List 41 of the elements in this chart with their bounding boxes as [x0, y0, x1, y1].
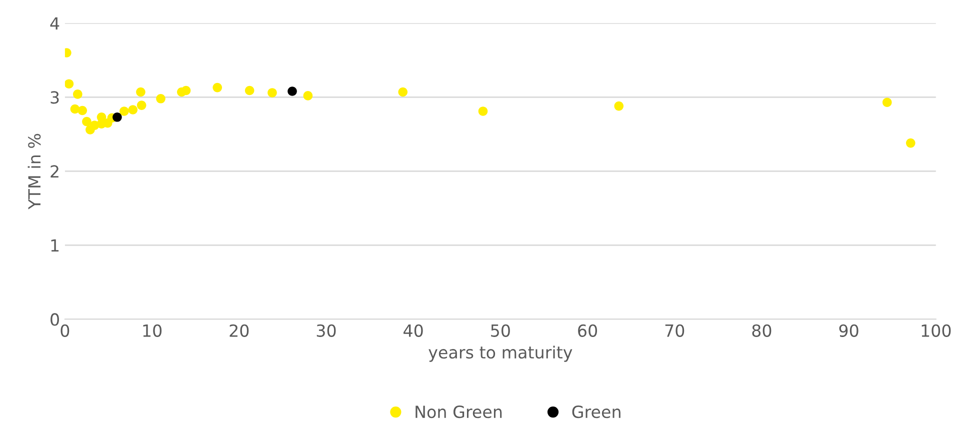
x-tick-label: 90	[839, 324, 858, 337]
point	[112, 112, 122, 122]
point	[78, 106, 88, 116]
point	[136, 100, 146, 110]
x-axis-title: years to maturity	[428, 346, 572, 362]
point	[82, 116, 92, 126]
x-tick-label: 30	[316, 324, 336, 337]
point	[73, 90, 82, 99]
x-tick-label: 60	[578, 324, 598, 337]
point	[181, 86, 191, 96]
x-tick-label: 0	[60, 324, 70, 337]
x-tick-label: 40	[404, 324, 423, 337]
point	[156, 94, 166, 104]
point	[128, 105, 138, 114]
point	[136, 87, 146, 97]
point	[398, 87, 408, 97]
point	[120, 106, 129, 116]
point	[244, 86, 254, 96]
point	[288, 86, 297, 96]
point	[303, 91, 313, 100]
point	[212, 82, 222, 92]
y-axis-title: YTM in %	[28, 134, 41, 210]
legend-label: Green	[572, 406, 620, 418]
point	[614, 101, 624, 111]
point	[268, 88, 277, 98]
x-tick-label: 100	[922, 324, 951, 337]
y-tick-label: 2	[50, 165, 58, 178]
y-tick-label: 0	[50, 313, 59, 326]
point	[64, 79, 74, 89]
legend-label: Non Green	[416, 406, 502, 418]
y-tick-label: 1	[51, 239, 59, 252]
point	[478, 106, 488, 116]
x-tick-label: 70	[665, 324, 684, 337]
point	[906, 138, 916, 148]
x-tick-label: 50	[491, 324, 510, 337]
point	[882, 98, 892, 108]
x-tick-label: 80	[752, 324, 772, 337]
x-tick-label: 10	[143, 324, 162, 337]
y-tick-label: 4	[50, 17, 60, 30]
y-tick-label: 3	[50, 91, 59, 104]
x-tick-label: 20	[230, 324, 249, 337]
